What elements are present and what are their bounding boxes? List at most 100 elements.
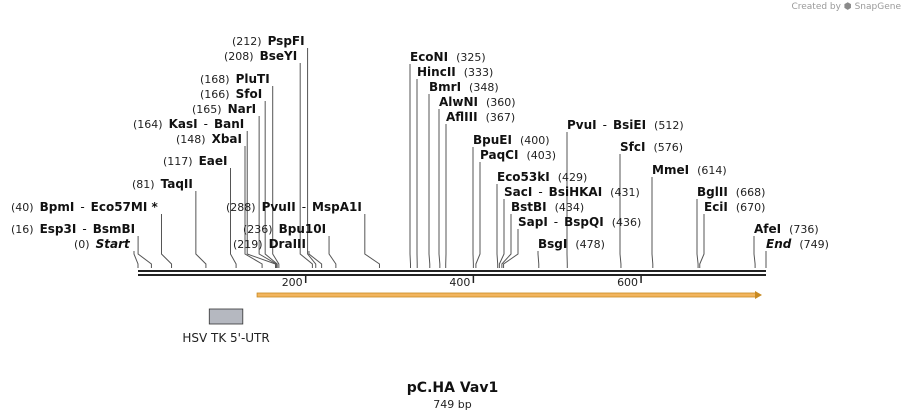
site-paqci-ename: PaqCI bbox=[480, 148, 518, 162]
site-label-pvui[interactable]: PvuI - BsiEI (512) bbox=[567, 118, 684, 132]
site-pluti-ename: PluTI bbox=[236, 72, 270, 86]
site-bseyi-epos: (208) bbox=[224, 50, 254, 63]
site-leader-nari bbox=[258, 116, 277, 268]
site-pvuii-etxt: - bbox=[302, 200, 306, 214]
site-leader-paqci bbox=[475, 162, 481, 268]
backbone-top-strand bbox=[138, 270, 766, 272]
site-label-mmei[interactable]: MmeI (614) bbox=[652, 163, 727, 177]
site-esp3i-ename: Esp3I bbox=[40, 222, 77, 236]
site-label-paqci[interactable]: PaqCI (403) bbox=[480, 148, 556, 162]
site-bsgi-ename: BsgI bbox=[538, 237, 567, 251]
site-afei-epos: (736) bbox=[789, 223, 819, 236]
site-bglii-ename: BglII bbox=[697, 185, 728, 199]
site-bstbi-ename: BstBI bbox=[511, 200, 547, 214]
ruler-label-400: 400 bbox=[449, 276, 470, 289]
site-label-pspfi[interactable]: (212) PspFI bbox=[232, 34, 305, 48]
credit-brand: SnapGene bbox=[854, 2, 901, 12]
orf-arrowhead-icon bbox=[755, 291, 762, 299]
site-label-bpmi[interactable]: (40) BpmI - Eco57MI * bbox=[11, 200, 158, 214]
site-ecii-ename: EciI bbox=[704, 200, 728, 214]
site-label-xbai[interactable]: (148) XbaI bbox=[176, 132, 242, 146]
site-leader-kasi bbox=[246, 131, 277, 268]
site-sapi-ename: BspQI bbox=[564, 215, 604, 229]
site-label-bpuei[interactable]: BpuEI (400) bbox=[473, 133, 550, 147]
snapgene-logo-icon: ⬢ bbox=[843, 2, 852, 12]
site-label-bsgi[interactable]: BsgI (478) bbox=[538, 237, 605, 251]
site-label-bstbi[interactable]: BstBI (434) bbox=[511, 200, 584, 214]
site-pvuii-ename: MspA1I bbox=[312, 200, 362, 214]
site-label-bmri[interactable]: BmrI (348) bbox=[429, 80, 499, 94]
site-sfci-ename: SfcI bbox=[620, 140, 645, 154]
site-leader-afei bbox=[753, 236, 756, 268]
site-bmri-ename: BmrI bbox=[429, 80, 461, 94]
site-pvuii-ename: PvuII bbox=[262, 200, 296, 214]
site-pvui-etxt: - bbox=[603, 118, 607, 132]
site-leader-sfci bbox=[619, 154, 622, 268]
site-econi-epos: (325) bbox=[456, 51, 486, 64]
site-label-draiii[interactable]: (219) DraIII bbox=[233, 237, 306, 251]
site-aflii-ename: AflIII bbox=[446, 110, 478, 124]
orf-arrow-shaft[interactable] bbox=[256, 292, 757, 298]
site-label-sfoi[interactable]: (166) SfoI bbox=[200, 87, 262, 101]
site-start-epos: (0) bbox=[74, 238, 90, 251]
site-draiii-epos: (219) bbox=[233, 238, 263, 251]
site-leader-bmri bbox=[428, 94, 431, 268]
site-leader-saci bbox=[498, 199, 505, 268]
site-econi-ename: EcoNI bbox=[410, 50, 448, 64]
site-label-nari[interactable]: (165) NarI bbox=[192, 102, 256, 116]
site-label-afei[interactable]: AfeI (736) bbox=[754, 222, 819, 236]
site-label-eaei[interactable]: (117) EaeI bbox=[163, 154, 228, 168]
site-end-ital: End bbox=[766, 237, 792, 251]
site-pspfi-ename: PspFI bbox=[268, 34, 305, 48]
site-leader-alwni bbox=[438, 109, 441, 268]
site-leader-bseyi bbox=[299, 63, 313, 268]
site-leader-pspfi bbox=[307, 48, 317, 268]
site-leader-eco53ki bbox=[496, 184, 499, 268]
site-label-econi[interactable]: EcoNI (325) bbox=[410, 50, 486, 64]
site-pspfi-epos: (212) bbox=[232, 35, 262, 48]
site-esp3i-etxt: - bbox=[82, 222, 86, 236]
site-bpuei-epos: (400) bbox=[520, 134, 550, 147]
site-bmri-epos: (348) bbox=[469, 81, 499, 94]
site-label-sapi[interactable]: SapI - BspQI (436) bbox=[518, 215, 641, 229]
site-label-aflii[interactable]: AflIII (367) bbox=[446, 110, 515, 124]
site-label-pluti[interactable]: (168) PluTI bbox=[200, 72, 270, 86]
site-leader-sapi bbox=[503, 229, 519, 268]
site-leader-start bbox=[133, 251, 139, 268]
site-xbai-epos: (148) bbox=[176, 133, 206, 146]
site-label-saci[interactable]: SacI - BsiHKAI (431) bbox=[504, 185, 640, 199]
site-ecii-epos: (670) bbox=[736, 201, 766, 214]
site-label-bglii[interactable]: BglII (668) bbox=[697, 185, 765, 199]
site-label-taqii[interactable]: (81) TaqII bbox=[132, 177, 193, 191]
site-label-kasi[interactable]: (164) KasI - BanI bbox=[133, 117, 244, 131]
site-leader-bglii bbox=[696, 199, 699, 268]
site-leader-draiii bbox=[308, 251, 323, 268]
site-leader-eaei bbox=[230, 168, 237, 268]
site-bpmi-etxt: - bbox=[80, 200, 84, 214]
site-label-sfci[interactable]: SfcI (576) bbox=[620, 140, 683, 154]
site-leader-bsgi bbox=[537, 251, 540, 268]
site-label-end[interactable]: End (749) bbox=[766, 237, 829, 251]
snapgene-credit: Created by ⬢ SnapGene bbox=[791, 2, 901, 12]
site-pvuii-epos: (288) bbox=[226, 201, 256, 214]
site-start-ital: Start bbox=[96, 237, 131, 251]
site-nari-ename: NarI bbox=[228, 102, 257, 116]
site-saci-epos: (431) bbox=[610, 186, 640, 199]
site-label-pvuii[interactable]: (288) PvuII - MspA1I bbox=[226, 200, 362, 214]
site-sapi-epos: (436) bbox=[612, 216, 642, 229]
site-label-bpu10i[interactable]: (236) Bpu10I bbox=[243, 222, 326, 236]
site-label-start[interactable]: (0) Start bbox=[74, 237, 131, 251]
feature-box-hsv-tk-utr[interactable] bbox=[208, 308, 244, 325]
site-label-ecii[interactable]: EciI (670) bbox=[704, 200, 765, 214]
site-label-esp3i[interactable]: (16) Esp3I - BsmBI bbox=[11, 222, 135, 236]
site-pluti-epos: (168) bbox=[200, 73, 230, 86]
ruler-label-600: 600 bbox=[617, 276, 638, 289]
site-taqii-ename: TaqII bbox=[161, 177, 193, 191]
site-label-eco53ki[interactable]: Eco53kI (429) bbox=[497, 170, 587, 184]
site-paqci-epos: (403) bbox=[526, 149, 556, 162]
site-label-bseyi[interactable]: (208) BseYI bbox=[224, 49, 297, 63]
site-pvui-ename: BsiEI bbox=[613, 118, 646, 132]
site-label-hincii[interactable]: HincII (333) bbox=[417, 65, 493, 79]
site-label-alwni[interactable]: AlwNI (360) bbox=[439, 95, 516, 109]
site-taqii-epos: (81) bbox=[132, 178, 155, 191]
